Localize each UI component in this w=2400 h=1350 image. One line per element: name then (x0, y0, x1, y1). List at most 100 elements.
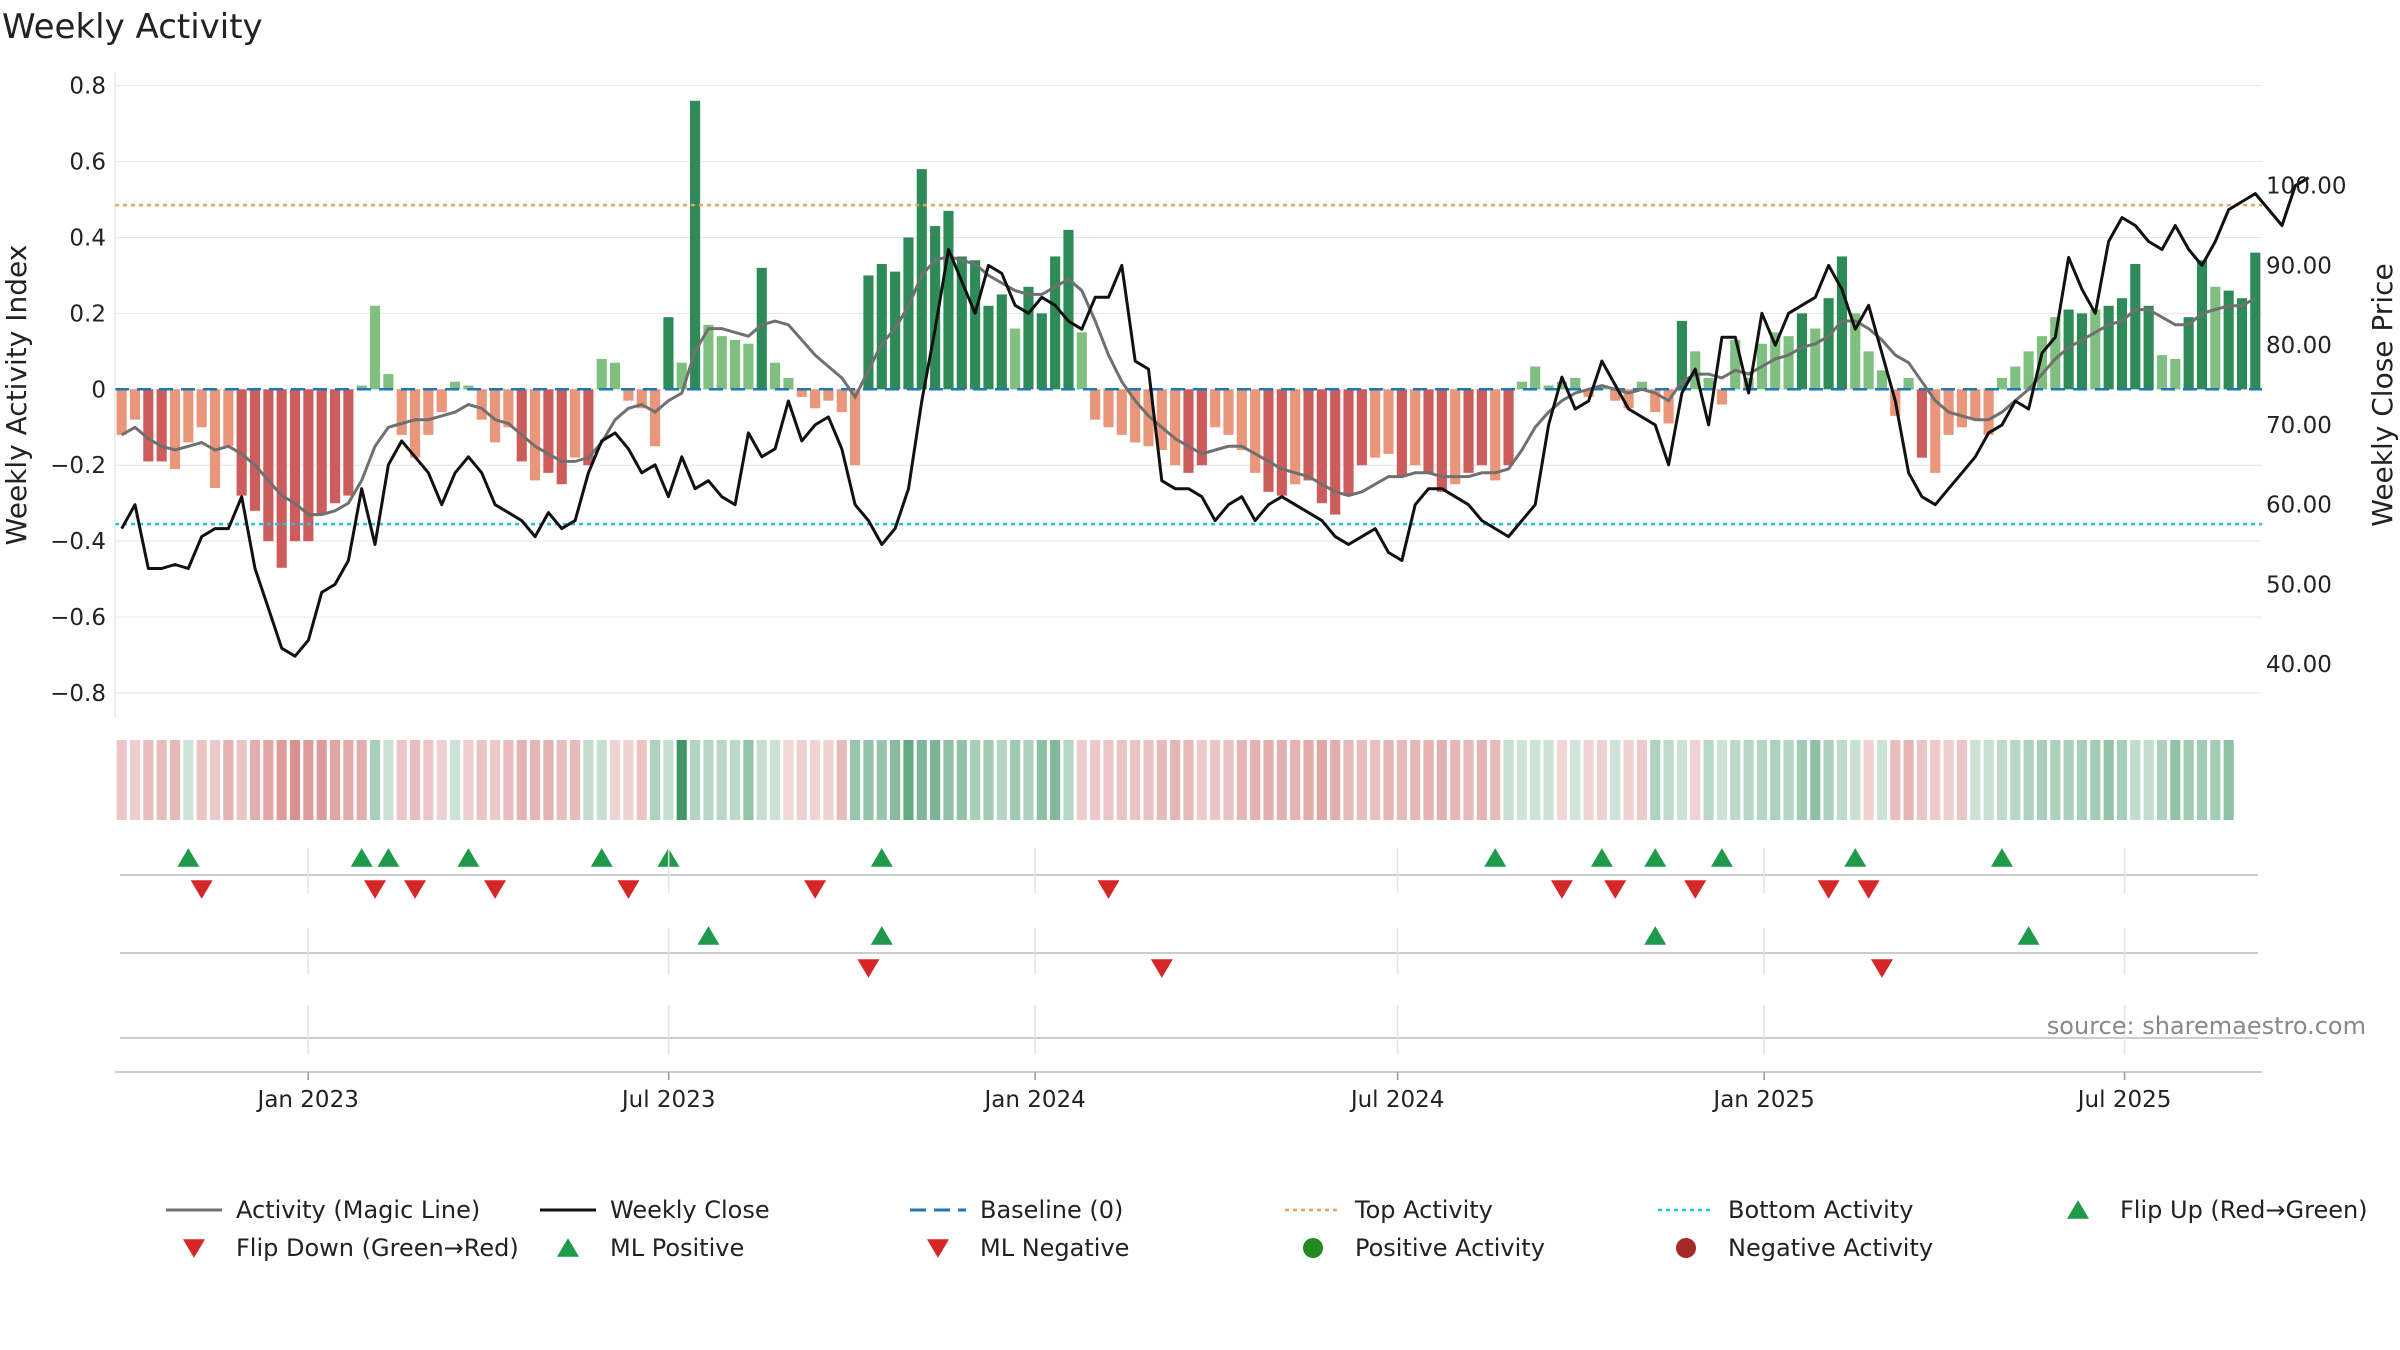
heat-cell (1570, 740, 1581, 820)
activity-bar (263, 389, 274, 542)
activity-bar (916, 169, 927, 390)
activity-bar (796, 389, 807, 397)
flip-up-marker (1990, 848, 2013, 867)
activity-bar (209, 389, 221, 489)
heat-cell (1743, 740, 1754, 820)
activity-bar (583, 389, 594, 466)
activity-bar (996, 294, 1007, 390)
activity-bar (1570, 377, 1581, 390)
heat-cell (1903, 740, 1914, 820)
flip-up-marker (1710, 848, 1733, 867)
activity-bar (129, 389, 141, 420)
legend-item: Weekly Close (540, 1196, 770, 1224)
heat-cell (449, 740, 461, 820)
heat-cell (303, 740, 314, 820)
activity-bar (223, 389, 234, 447)
activity-bar (876, 264, 887, 390)
heat-cell (663, 740, 674, 820)
heat-cell (1983, 740, 1994, 820)
heat-cell (223, 740, 234, 820)
activity-bar (1236, 389, 1247, 451)
activity-bar (1316, 389, 1327, 504)
ml-negative-marker (1870, 959, 1893, 978)
activity-bar (529, 389, 541, 481)
legend-label: ML Negative (980, 1234, 1129, 1262)
activity-bar (2050, 317, 2061, 390)
activity-bar (1850, 313, 1861, 390)
heat-cell (623, 740, 634, 820)
activity-bar (2236, 298, 2248, 390)
activity-bar (449, 381, 461, 390)
heat-cell (516, 740, 527, 820)
flip-up-marker (1484, 848, 1507, 867)
heat-cell (1543, 740, 1554, 820)
heat-cell (1636, 740, 1647, 820)
heat-cell (2210, 740, 2221, 820)
heat-cell (289, 740, 301, 820)
source-note: source: sharemaestro.com (2047, 1012, 2366, 1040)
activity-bar (1410, 389, 1421, 466)
activity-bar (1730, 339, 1741, 390)
activity-bar (1476, 389, 1487, 466)
heat-cell (1130, 740, 1141, 820)
activity-bar (1490, 389, 1501, 481)
activity-bar (663, 317, 674, 390)
flip-down-marker (617, 880, 640, 899)
activity-bar (2103, 305, 2114, 390)
activity-bar (823, 389, 834, 401)
heat-cell (556, 740, 567, 820)
activity-bar (1770, 332, 1781, 390)
heat-cell (1396, 740, 1407, 820)
activity-bar (476, 389, 487, 420)
heat-cell (436, 740, 447, 820)
activity-bar (1916, 389, 1928, 458)
heat-cell (783, 740, 794, 820)
heat-cell (1036, 740, 1047, 820)
activity-bar (1516, 381, 1527, 390)
heat-cell (529, 740, 541, 820)
activity-bar (2130, 264, 2141, 390)
heat-cell (1316, 740, 1327, 820)
heat-cell (596, 740, 607, 820)
activity-bar (770, 362, 781, 390)
activity-bar (2156, 355, 2168, 390)
legend-item: ML Negative (927, 1234, 1129, 1262)
ml-negative-marker (857, 959, 880, 978)
activity-bar (1823, 298, 1834, 390)
activity-bar (1343, 389, 1354, 496)
heat-cell (1930, 740, 1941, 820)
legend-label: ML Positive (610, 1234, 744, 1262)
activity-bar (249, 389, 261, 511)
activity-bar (329, 389, 341, 504)
legend-swatch (2067, 1200, 2089, 1219)
x-tick-label: Jan 2025 (1711, 1087, 1814, 1113)
heat-cell (156, 740, 167, 820)
heat-cell (1023, 740, 1034, 820)
heat-cell (1663, 740, 1674, 820)
heat-cell (129, 740, 141, 820)
activity-bar (463, 385, 474, 390)
heat-cell (810, 740, 821, 820)
heat-cell (1503, 740, 1514, 820)
flip-down-marker (404, 880, 427, 899)
activity-bar (1303, 389, 1314, 481)
activity-bar (1063, 229, 1074, 390)
activity-bar (1010, 328, 1021, 390)
ml-positive-marker (1644, 926, 1667, 945)
activity-bar (1383, 389, 1394, 454)
legend-label: Weekly Close (610, 1196, 770, 1224)
activity-bar (369, 305, 381, 390)
activity-bar (1663, 389, 1674, 424)
legend-label: Activity (Magic Line) (236, 1196, 480, 1224)
heat-cell (183, 740, 194, 820)
heat-cell (1250, 740, 1261, 820)
heat-cell (823, 740, 834, 820)
legend-item: Flip Up (Red→Green) (2067, 1196, 2368, 1224)
legend-item: Flip Down (Green→Red) (183, 1234, 519, 1262)
heat-cell (796, 740, 807, 820)
activity-bar (516, 389, 527, 462)
heat-cell (2196, 740, 2208, 820)
flip-down-marker (1684, 880, 1707, 899)
activity-bar (1863, 351, 1874, 390)
activity-bar (1370, 389, 1381, 458)
